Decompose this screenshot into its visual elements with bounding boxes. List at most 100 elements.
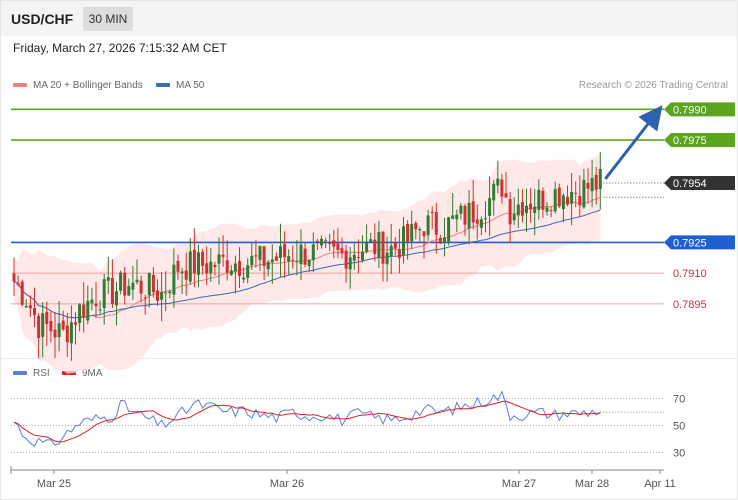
candle-body: [225, 260, 229, 273]
candle-body: [143, 297, 147, 299]
candle-body: [24, 306, 28, 308]
candle-body: [553, 189, 557, 212]
candle-body: [209, 261, 213, 274]
candle-body: [381, 231, 385, 264]
candle-body: [160, 292, 164, 300]
candle-body: [250, 255, 254, 266]
candle-body: [33, 308, 36, 316]
candle-body: [496, 178, 500, 186]
candle-body: [336, 243, 340, 251]
rsi-swatch-icon: [13, 371, 27, 376]
candle-body: [426, 215, 430, 236]
candle-body: [471, 201, 475, 223]
candle-body: [520, 201, 524, 216]
current-price-tag: [664, 176, 735, 191]
current-price-label: 0.7954: [673, 178, 707, 190]
rsi-ma-line: [13, 400, 601, 443]
pane-divider: [1, 358, 737, 359]
candle-body: [86, 300, 90, 321]
rsi-tick-label: 70: [673, 394, 685, 406]
candle-body: [574, 192, 578, 194]
candle-body: [561, 195, 565, 210]
candle-body: [512, 214, 516, 221]
legend-ma50: MA 50: [156, 80, 204, 91]
candle-body: [28, 305, 32, 309]
level-label: 0.7895: [673, 299, 707, 311]
candle-body: [438, 238, 442, 244]
ma50-line: [13, 209, 601, 319]
candle-body: [123, 272, 127, 296]
candle-body: [299, 244, 303, 265]
candle-body: [49, 320, 53, 332]
candle-body: [463, 205, 467, 225]
bollinger-band: [14, 152, 601, 374]
candle-body: [307, 260, 311, 267]
candle-body: [246, 265, 250, 278]
candle-body: [422, 231, 426, 237]
candle-body: [537, 189, 541, 210]
candle-body: [184, 270, 188, 280]
candle-body: [459, 205, 463, 214]
ma20-line: [13, 196, 601, 319]
candle-body: [147, 273, 151, 296]
timeframe-button[interactable]: 30 MIN: [83, 7, 133, 31]
candle-body: [164, 292, 168, 294]
candle-body: [582, 179, 586, 208]
candle-body: [266, 261, 270, 270]
candle-body: [541, 190, 545, 210]
target-arrow: [604, 105, 663, 180]
candle-body: [320, 238, 323, 246]
candle-body: [192, 249, 196, 274]
top-bar: USD/CHF 30 MIN: [1, 1, 737, 36]
level-label: 0.7990: [673, 104, 707, 116]
candle-body: [430, 211, 434, 214]
candle-body: [233, 263, 237, 272]
candle-body: [557, 187, 561, 207]
candle-body: [279, 246, 282, 258]
candle-body: [254, 255, 258, 257]
legend-rsi: RSI: [13, 368, 50, 379]
candle-body: [180, 271, 184, 274]
ma50-swatch-icon: [156, 83, 170, 88]
candle-body: [20, 281, 24, 305]
candle-body: [414, 222, 418, 230]
legend-ma50-label: MA 50: [176, 80, 205, 91]
candle-body: [484, 218, 487, 220]
legend-ma20: MA 20 + Bollinger Bands: [13, 80, 143, 91]
candle-body: [98, 309, 102, 311]
candle-body: [578, 195, 582, 206]
legend-rsi-label: RSI: [33, 368, 50, 379]
candle-body: [365, 241, 369, 252]
candle-body: [344, 250, 348, 269]
candle-body: [361, 251, 364, 261]
candle-body: [53, 329, 57, 338]
candle-body: [131, 282, 135, 290]
candle-body: [168, 291, 172, 294]
candle-body: [311, 244, 315, 261]
candle-body: [570, 191, 574, 204]
candle-body: [82, 304, 86, 318]
candle-body: [303, 248, 307, 265]
candle-body: [566, 196, 569, 205]
candle-body: [443, 237, 446, 242]
candle-body: [74, 322, 77, 325]
candle-body: [115, 291, 118, 306]
rsi-line: [13, 390, 601, 447]
candle-body: [139, 280, 143, 294]
candle-body: [78, 304, 82, 323]
time-axis-label: Mar 25: [37, 478, 71, 490]
candle-body: [205, 263, 209, 274]
candle-body: [356, 256, 360, 258]
candle-body: [16, 283, 20, 285]
candle-body: [90, 299, 94, 304]
candle-body: [475, 219, 479, 224]
candle-body: [389, 245, 393, 257]
candle-body: [545, 207, 549, 212]
candle-body: [274, 256, 278, 261]
candle-body: [283, 244, 287, 258]
candle-body: [12, 273, 16, 282]
level-tag-resistance: [664, 133, 735, 148]
candle-body: [102, 279, 106, 309]
candle-body: [242, 277, 246, 280]
copyright-text: Research © 2026 Trading Central: [578, 80, 728, 91]
